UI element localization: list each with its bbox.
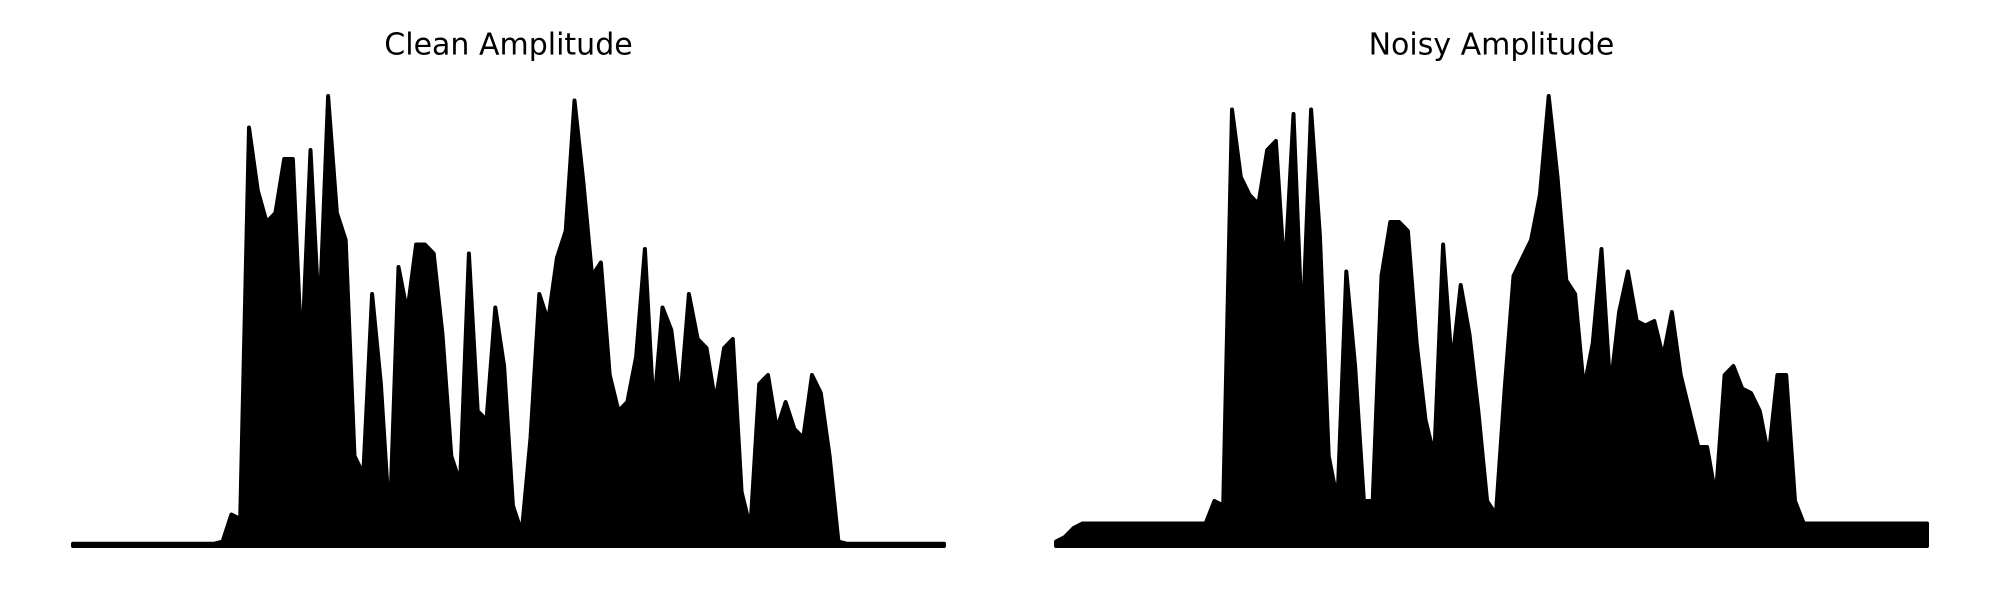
chart-title: Noisy Amplitude [1369,28,1615,63]
waveform [1054,94,1929,548]
chart-title: Clean Amplitude [384,28,632,63]
waveform [71,94,946,548]
